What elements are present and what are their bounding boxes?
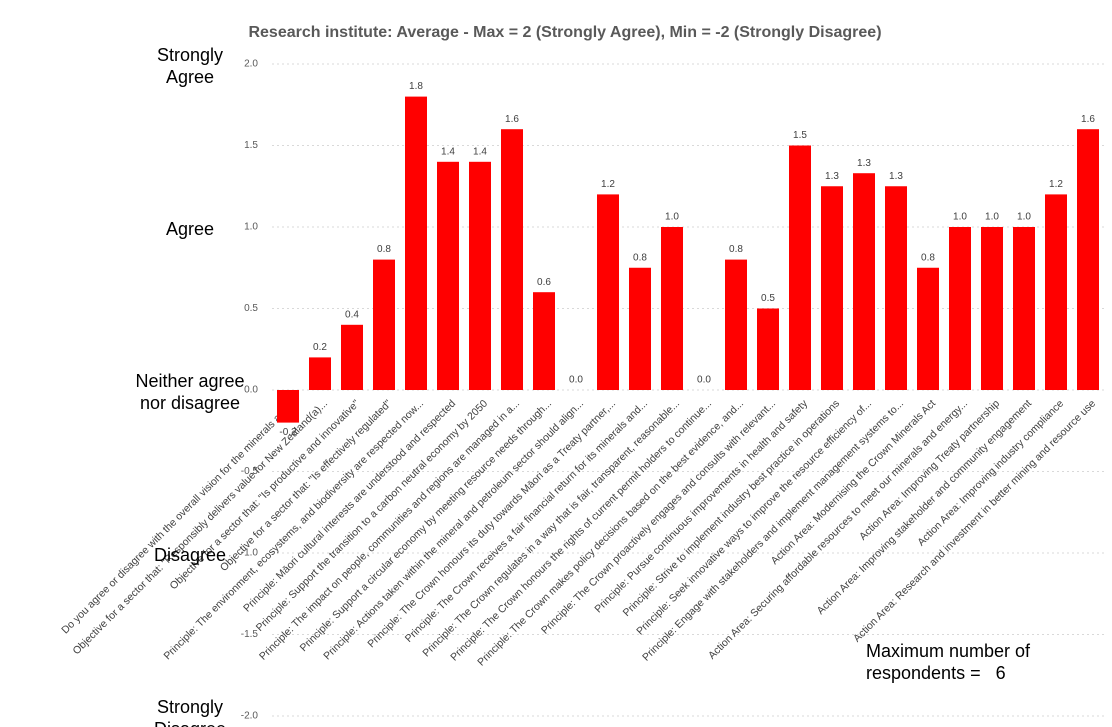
- y-tick-label: -1.5: [241, 629, 259, 640]
- value-label: 0.2: [313, 342, 327, 353]
- bar: [981, 227, 1003, 390]
- value-label: 0.0: [569, 375, 583, 386]
- bar: [501, 129, 523, 390]
- bar: [757, 308, 779, 390]
- value-label: 1.3: [857, 158, 871, 169]
- value-label: 0.8: [633, 252, 647, 263]
- bar: [1077, 129, 1099, 390]
- value-label: 0.6: [537, 277, 551, 288]
- bar: [437, 161, 459, 390]
- bar: [789, 145, 811, 390]
- y-tick-label: 1.0: [244, 222, 258, 233]
- y-tick-label: -0.5: [241, 466, 259, 477]
- bar: [629, 267, 651, 390]
- y-tick-label: -2.0: [241, 711, 259, 722]
- value-label: 1.4: [441, 146, 455, 157]
- bar: [917, 267, 939, 390]
- y-tick-label: 2.0: [244, 59, 258, 70]
- bar: [405, 96, 427, 390]
- y-tick-label: 0.5: [244, 303, 258, 314]
- y-tick-label: -1.0: [241, 548, 259, 559]
- scale-label: Disagree: [153, 545, 227, 565]
- y-tick-label: 0.0: [244, 385, 258, 396]
- value-label: 0.8: [921, 252, 935, 263]
- scale-label: Strongly Disagree: [154, 697, 226, 727]
- value-label: 1.6: [1081, 114, 1095, 125]
- value-label: 1.0: [985, 212, 999, 223]
- bar: [341, 324, 363, 390]
- y-tick-label: 1.5: [244, 140, 258, 151]
- bar: [949, 227, 971, 390]
- bar: [277, 390, 299, 423]
- value-label: 0.8: [729, 244, 743, 255]
- value-label: 1.6: [505, 114, 519, 125]
- bar: [885, 186, 907, 390]
- value-label: 0.5: [761, 293, 775, 304]
- value-label: 1.5: [793, 130, 807, 141]
- bar: [853, 173, 875, 390]
- value-label: 1.0: [953, 212, 967, 223]
- value-label: 1.3: [825, 171, 839, 182]
- value-label: -0.2: [279, 427, 297, 438]
- value-label: 1.0: [1017, 212, 1031, 223]
- bar: [469, 161, 491, 390]
- bar: [597, 194, 619, 390]
- annotation: Maximum number of respondents = 6: [866, 641, 1036, 683]
- bar: [373, 259, 395, 390]
- value-label: 0.0: [697, 375, 711, 386]
- x-tick-label: Action Area: Research and investment in …: [851, 397, 1098, 644]
- bar: [821, 186, 843, 390]
- value-label: 1.0: [665, 212, 679, 223]
- value-label: 1.2: [601, 179, 615, 190]
- bar: [661, 227, 683, 390]
- value-label: 0.8: [377, 244, 391, 255]
- scale-label: Neither agree nor disagree: [135, 371, 245, 413]
- scale-label: Agree: [165, 219, 215, 239]
- bar: [533, 292, 555, 390]
- value-label: 1.2: [1049, 179, 1063, 190]
- value-label: 1.4: [473, 146, 487, 157]
- scale-label: Strongly Agree: [156, 45, 224, 87]
- bar: [309, 357, 331, 390]
- chart-title: Research institute: Average - Max = 2 (S…: [248, 24, 881, 41]
- value-label: 0.4: [345, 309, 359, 320]
- bar: [725, 259, 747, 390]
- value-label: 1.8: [409, 81, 423, 92]
- value-label: 1.3: [889, 171, 903, 182]
- bar: [1013, 227, 1035, 390]
- bar: [1045, 194, 1067, 390]
